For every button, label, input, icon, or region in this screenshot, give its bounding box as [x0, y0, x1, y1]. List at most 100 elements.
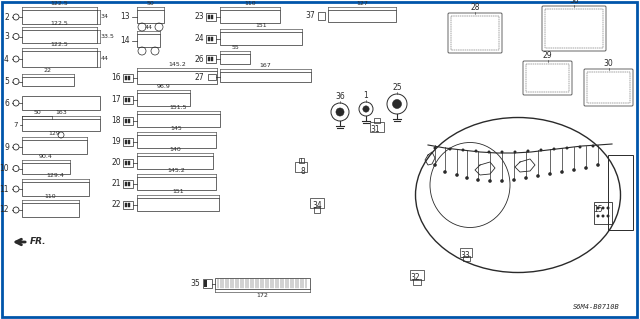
Circle shape [13, 56, 19, 62]
Text: 31: 31 [370, 125, 380, 135]
Text: 11: 11 [0, 184, 9, 194]
Circle shape [540, 149, 543, 152]
Bar [22, 51, 97, 67]
Bar [463, 256, 470, 261]
Bar [211, 14, 213, 19]
Text: 151: 151 [172, 189, 184, 194]
Text: 2: 2 [4, 12, 9, 21]
Circle shape [336, 108, 344, 116]
Bar [370, 122, 384, 132]
Text: 15: 15 [593, 205, 603, 214]
Bar [22, 119, 100, 131]
Text: 27: 27 [195, 72, 204, 81]
Circle shape [500, 151, 504, 153]
Bar [208, 14, 210, 19]
Text: 6: 6 [4, 99, 9, 108]
Text: 127: 127 [356, 1, 368, 6]
Text: 151: 151 [255, 23, 267, 28]
Circle shape [476, 178, 480, 182]
Bar [410, 270, 424, 280]
Circle shape [548, 172, 552, 176]
Text: 29: 29 [543, 51, 552, 60]
Bar [220, 32, 302, 45]
Text: 28: 28 [470, 3, 480, 12]
Text: 129.4: 129.4 [47, 173, 65, 178]
Bar [295, 162, 307, 172]
Bar [125, 203, 127, 206]
Circle shape [607, 206, 609, 210]
Bar [125, 76, 127, 79]
Text: 8: 8 [301, 167, 305, 176]
Bar [123, 180, 133, 188]
Text: 50: 50 [147, 1, 154, 6]
Text: 17: 17 [111, 95, 121, 104]
Bar [208, 36, 210, 41]
Text: 129: 129 [49, 131, 60, 136]
Bar [328, 10, 396, 22]
Circle shape [527, 150, 529, 152]
Bar [22, 163, 70, 174]
Bar [123, 201, 133, 209]
Text: 24: 24 [195, 34, 204, 43]
Text: 9: 9 [4, 143, 9, 152]
Bar [608, 155, 633, 230]
Bar [451, 16, 499, 50]
Text: 145: 145 [171, 126, 182, 131]
Text: 151.5: 151.5 [170, 105, 188, 110]
Bar [545, 9, 603, 48]
Text: 145.2: 145.2 [168, 168, 186, 173]
Text: 18: 18 [111, 116, 121, 125]
Text: 14: 14 [120, 36, 130, 45]
Bar [125, 139, 127, 144]
Bar [22, 30, 97, 43]
Text: 7: 7 [13, 122, 18, 128]
Bar [594, 202, 612, 224]
Bar [137, 198, 219, 211]
Circle shape [392, 100, 401, 108]
Bar [22, 203, 79, 217]
Bar [125, 118, 127, 122]
Text: 122.5: 122.5 [51, 21, 68, 26]
Circle shape [579, 145, 582, 149]
Text: 22: 22 [44, 68, 52, 73]
Bar [123, 116, 133, 124]
Bar [208, 74, 216, 80]
Circle shape [596, 214, 600, 218]
Bar [587, 72, 630, 103]
Text: 3: 3 [4, 32, 9, 41]
Circle shape [488, 151, 490, 153]
Circle shape [566, 146, 568, 150]
Text: 122.5: 122.5 [51, 1, 68, 6]
Text: 23: 23 [195, 12, 204, 21]
Circle shape [513, 151, 516, 153]
Circle shape [474, 150, 477, 152]
Text: 96.9: 96.9 [157, 84, 170, 89]
Bar [137, 10, 164, 23]
Circle shape [13, 207, 19, 213]
Bar [128, 139, 130, 144]
Circle shape [363, 106, 369, 112]
Circle shape [433, 163, 437, 167]
Bar [206, 34, 216, 42]
Circle shape [596, 163, 600, 167]
Text: 12: 12 [0, 205, 9, 214]
Circle shape [572, 168, 576, 172]
Bar [413, 279, 421, 285]
Text: FR.: FR. [30, 238, 47, 247]
Text: 55: 55 [231, 45, 239, 50]
Bar [125, 182, 127, 186]
Bar [220, 10, 280, 23]
Circle shape [13, 144, 19, 150]
Bar [220, 54, 250, 64]
Circle shape [552, 147, 556, 151]
Text: 37: 37 [305, 11, 315, 20]
Circle shape [13, 166, 19, 172]
Bar [125, 98, 127, 101]
Bar [137, 177, 216, 190]
Bar [460, 248, 472, 257]
Text: 32: 32 [410, 273, 420, 283]
Text: 34: 34 [312, 202, 322, 211]
Text: S6M4-B0710B: S6M4-B0710B [573, 304, 620, 310]
Text: 4: 4 [4, 55, 9, 63]
Circle shape [500, 179, 504, 183]
